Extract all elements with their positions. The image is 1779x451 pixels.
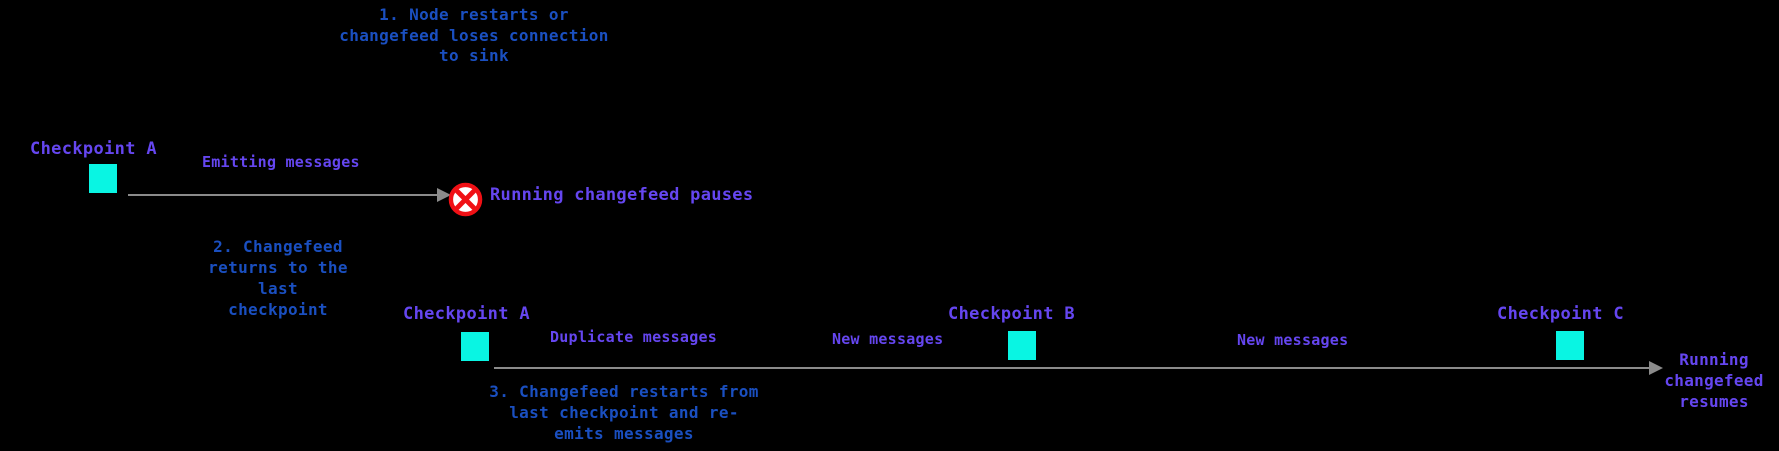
- timeline2-checkpoint-a-label: Checkpoint A: [403, 304, 531, 324]
- running-changefeed-resumes-label: Running changefeed resumes: [1664, 350, 1764, 411]
- new-messages-2-label: New messages: [1237, 331, 1349, 349]
- checkpoint-b-label: Checkpoint B: [948, 304, 1076, 324]
- step1-note: 1. Node restarts or changefeed loses con…: [339, 5, 609, 65]
- checkpoint-c-label: Checkpoint C: [1497, 304, 1625, 324]
- timeline1-arrowhead-icon: [437, 188, 451, 202]
- timeline1-line: [128, 194, 437, 196]
- changefeed-pause-icon: [448, 182, 483, 217]
- running-changefeed-pauses-label: Running changefeed pauses: [490, 185, 754, 205]
- checkpoint-a2-marker: [461, 332, 489, 361]
- checkpoint-c-marker: [1556, 331, 1584, 360]
- checkpoint-b-marker: [1008, 331, 1036, 360]
- step2-note: 2. Changefeed returns to the last checkp…: [208, 237, 348, 319]
- duplicate-messages-label: Duplicate messages: [550, 328, 718, 346]
- timeline2-arrowhead-icon: [1649, 361, 1663, 375]
- step3-note: 3. Changefeed restarts from last checkpo…: [489, 382, 759, 443]
- new-messages-1-label: New messages: [832, 330, 944, 348]
- timeline1-checkpoint-a-label: Checkpoint A: [30, 139, 158, 159]
- timeline2-line: [494, 367, 1649, 369]
- emitting-messages-label: Emitting messages: [202, 153, 360, 171]
- checkpoint-a-marker: [89, 164, 117, 193]
